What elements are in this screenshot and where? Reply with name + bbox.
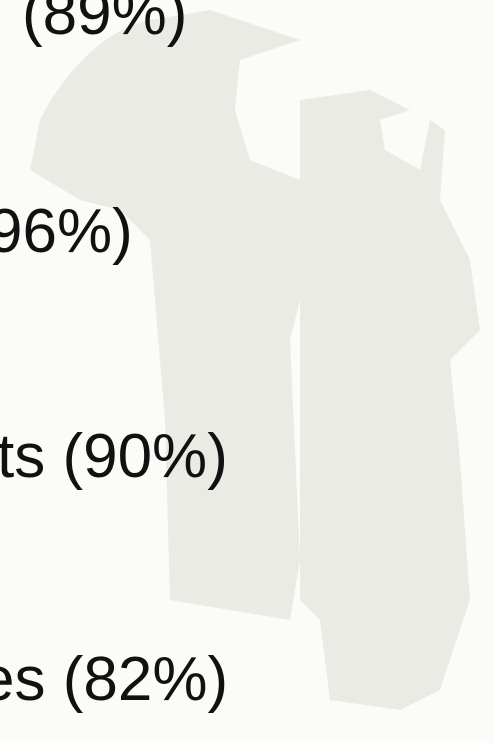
percentage-line: ts (90%) [0,426,228,488]
page: (89%) 96%) ts (90%) es (82%) (() => { co… [0,0,493,743]
percentage-line: (89%) [22,0,187,45]
graduate-silhouette [0,0,493,743]
percentage-line: es (82%) [0,649,228,711]
percentage-line: 96%) [0,201,133,263]
